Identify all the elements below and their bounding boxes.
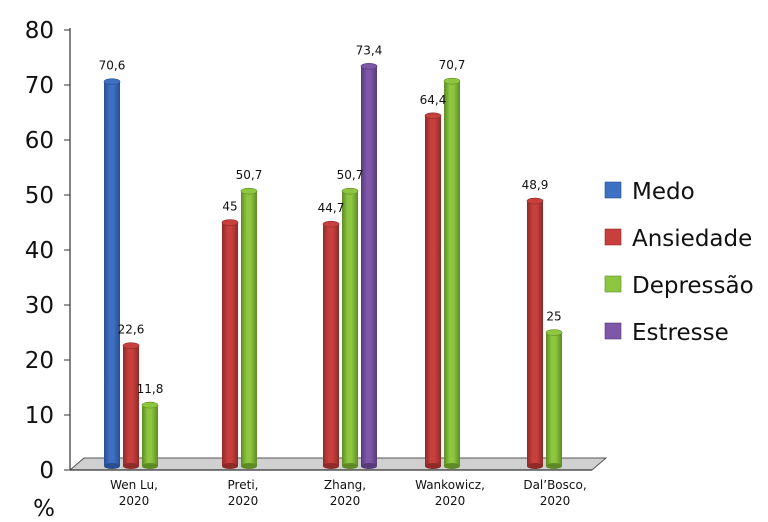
data-label: 11,8	[137, 382, 164, 396]
bar-ansiedade	[322, 220, 340, 469]
bar-body	[104, 81, 120, 466]
legend-label: Medo	[632, 179, 695, 205]
x-tick-label: Preti, 2020	[228, 478, 259, 508]
y-tick-label: 0	[39, 458, 54, 484]
bar-body	[425, 115, 441, 467]
legend-swatch	[604, 228, 622, 246]
legend-item: Estresse	[604, 320, 729, 346]
bar-depressão	[545, 329, 563, 469]
bar-body	[123, 345, 139, 466]
bar-ansiedade	[122, 342, 140, 469]
bar-base	[241, 463, 257, 469]
bar-cap	[322, 220, 340, 228]
y-tick-label: 40	[25, 238, 54, 264]
legend-item: Ansiedade	[604, 226, 752, 252]
data-label: 45	[222, 200, 237, 214]
bar-estresse	[360, 63, 378, 469]
bar-cap	[526, 197, 544, 205]
bar-cap	[122, 342, 140, 350]
legend-swatch	[604, 181, 622, 199]
y-tick-label: 20	[25, 348, 54, 374]
bar-body	[361, 66, 377, 467]
legend: Medo Ansiedade Depressão Estresse	[604, 179, 754, 346]
bar-body	[142, 405, 158, 466]
bar-base	[361, 463, 377, 469]
bar-base	[323, 463, 339, 469]
bar-base	[123, 463, 139, 469]
y-tick-label: 70	[25, 73, 54, 99]
bar-base	[142, 463, 158, 469]
bar-medo	[103, 78, 121, 469]
bar-body	[342, 191, 358, 466]
bar-body	[546, 332, 562, 466]
legend-label: Depressão	[632, 273, 754, 299]
data-label: 48,9	[522, 178, 549, 192]
data-label: 22,6	[118, 323, 145, 337]
x-tick-label: Wen Lu, 2020	[110, 478, 158, 508]
y-tick-label: 50	[25, 183, 54, 209]
data-label: 73,4	[356, 43, 383, 57]
bar-layer	[103, 63, 563, 469]
legend-item: Medo	[604, 179, 695, 205]
bar-depressão	[443, 77, 461, 469]
data-label: 44,7	[318, 201, 345, 215]
bar-base	[222, 463, 238, 469]
bar-ansiedade	[221, 219, 239, 469]
bar-cap	[103, 78, 121, 85]
y-tick-label: 30	[25, 293, 54, 319]
bar-depressão	[240, 187, 258, 469]
bar-ansiedade	[526, 197, 544, 469]
bar-cap	[424, 112, 442, 120]
bar-base	[546, 463, 562, 469]
y-axis-label: %	[33, 496, 55, 522]
bar-body	[241, 191, 257, 466]
legend-label: Estresse	[632, 320, 729, 346]
bar-cap	[240, 187, 258, 195]
data-label: 50,7	[236, 168, 263, 182]
bar-cap	[141, 401, 159, 409]
bar-base	[527, 463, 543, 469]
data-label: 70,6	[99, 59, 126, 73]
bar-cap	[360, 63, 378, 70]
bar-cap	[443, 77, 461, 85]
x-tick-label: Zhang, 2020	[324, 478, 366, 508]
x-tick-label: Dal’Bosco, 2020	[523, 478, 586, 508]
bar-base	[342, 463, 358, 469]
legend-label: Ansiedade	[632, 226, 752, 252]
legend-item: Depressão	[604, 273, 754, 299]
legend-swatch	[604, 275, 622, 293]
bar-body	[323, 224, 339, 466]
label-layer: Wen Lu, 2020 Preti, 2020 Zhang, 2020 Wankowicz…	[99, 43, 587, 508]
data-label: 70,7	[439, 58, 466, 72]
data-label: 25	[546, 310, 561, 324]
legend-swatch	[604, 322, 622, 340]
data-label: 50,7	[337, 168, 364, 182]
bar-base	[444, 463, 460, 469]
bar-depressão	[341, 187, 359, 469]
bar-cap	[221, 219, 239, 226]
bar-depressão	[141, 401, 159, 469]
bar-base	[104, 463, 120, 469]
y-tick-label: 60	[25, 128, 54, 154]
y-tick-label: 10	[25, 403, 54, 429]
data-label: 64,4	[420, 93, 447, 107]
bar-body	[527, 201, 543, 467]
bar-body	[444, 81, 460, 467]
bar-base	[425, 463, 441, 469]
bar-ansiedade	[424, 112, 442, 469]
bar-body	[222, 222, 238, 466]
bar-cap	[341, 187, 359, 195]
x-tick-label: Wankowicz, 2020	[415, 478, 485, 508]
bar-cap	[545, 329, 563, 336]
y-tick-label: 80	[25, 18, 54, 44]
